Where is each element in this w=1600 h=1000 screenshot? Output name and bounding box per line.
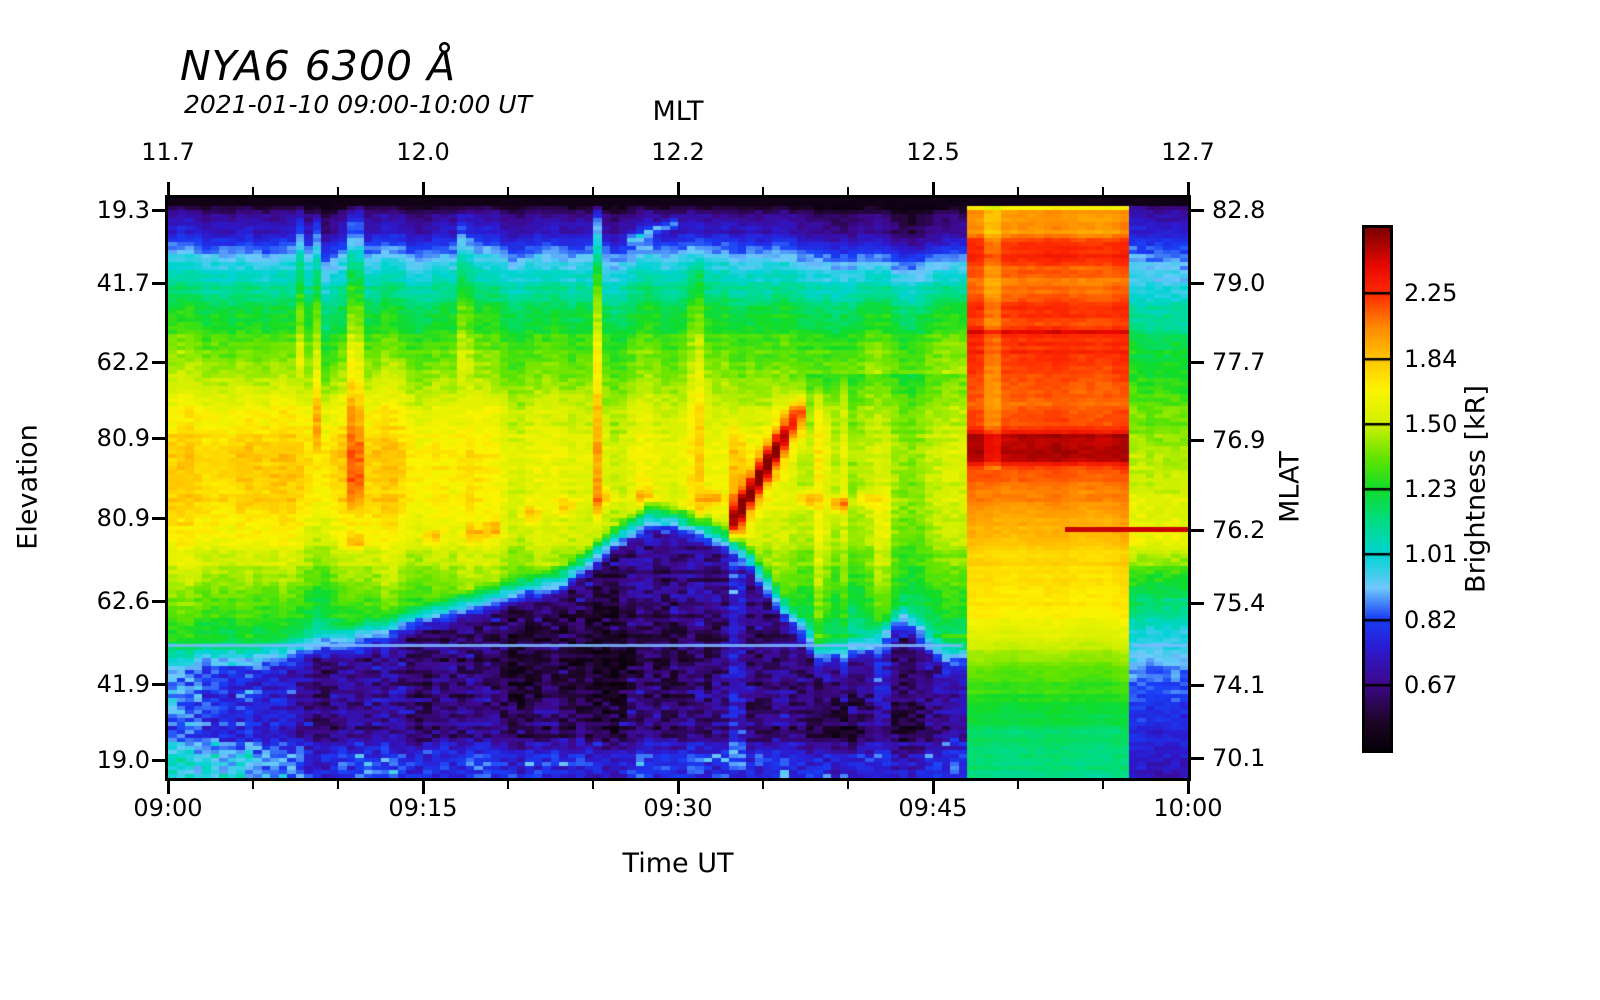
- right-tick-label: 76.2: [1212, 516, 1266, 544]
- colorbar-tick-label: 1.23: [1404, 475, 1458, 503]
- plot-title: NYA6 6300 Å: [180, 42, 457, 90]
- plot-subtitle: 2021-01-10 09:00-10:00 UT: [184, 90, 532, 119]
- colorbar-tick-label: 1.01: [1404, 540, 1458, 569]
- axis-tick-major: [152, 436, 165, 440]
- plot-frame: [165, 195, 1191, 781]
- axis-tick-major: [1191, 438, 1204, 442]
- bottom-tick-label: 10:00: [1153, 794, 1223, 822]
- top-tick-label: 12.0: [396, 138, 450, 166]
- axis-tick-major: [152, 682, 165, 686]
- axis-tick-minor: [337, 187, 340, 195]
- axis-tick-major: [1191, 208, 1204, 212]
- axis-tick-minor: [847, 187, 850, 195]
- axis-tick-major: [152, 360, 165, 364]
- axis-tick-minor: [337, 781, 340, 789]
- top-axis-title: MLT: [652, 96, 704, 127]
- axis-tick-minor: [251, 187, 254, 195]
- axis-tick-major: [1191, 360, 1204, 364]
- colorbar-gradient: [1365, 228, 1390, 750]
- axis-tick-major: [931, 182, 935, 195]
- axis-tick-major: [676, 781, 680, 794]
- top-tick-label: 12.5: [906, 138, 960, 166]
- axis-tick-minor: [506, 781, 509, 789]
- axis-tick-major: [1191, 281, 1204, 285]
- axis-tick-minor: [251, 781, 254, 789]
- right-tick-label: 76.9: [1212, 426, 1266, 454]
- axis-tick-minor: [592, 187, 595, 195]
- right-tick-label: 75.4: [1212, 589, 1266, 617]
- left-tick-label: 80.9: [96, 504, 150, 532]
- left-tick-label: 41.7: [96, 269, 150, 297]
- axis-tick-major: [166, 182, 170, 195]
- colorbar-tick-label: 0.82: [1404, 605, 1458, 634]
- axis-tick-major: [1186, 781, 1190, 794]
- right-tick-label: 70.1: [1212, 744, 1266, 772]
- top-tick-label: 12.7: [1161, 138, 1215, 166]
- axis-tick-major: [152, 281, 165, 285]
- colorbar-tick-label: 1.84: [1404, 344, 1458, 373]
- left-tick-label: 19.3: [96, 196, 150, 224]
- bottom-axis-title: Time UT: [622, 848, 734, 879]
- colorbar-frame: [1362, 225, 1393, 753]
- axis-tick-major: [1186, 182, 1190, 195]
- left-axis-title: Elevation: [12, 424, 44, 550]
- top-tick-label: 12.2: [651, 138, 705, 166]
- axis-tick-major: [931, 781, 935, 794]
- axis-tick-minor: [761, 781, 764, 789]
- axis-tick-major: [676, 182, 680, 195]
- left-tick-label: 62.2: [96, 348, 150, 376]
- keogram-heatmap: [168, 198, 1188, 778]
- axis-tick-minor: [1016, 781, 1019, 789]
- axis-tick-minor: [761, 187, 764, 195]
- axis-tick-minor: [847, 781, 850, 789]
- axis-tick-major: [1191, 683, 1204, 687]
- axis-tick-major: [152, 208, 165, 212]
- bottom-tick-label: 09:30: [643, 794, 713, 822]
- colorbar-title: Brightness [kR]: [1460, 385, 1492, 593]
- colorbar-tick-label: 2.25: [1404, 279, 1458, 308]
- axis-tick-minor: [1102, 781, 1105, 789]
- axis-tick-minor: [506, 187, 509, 195]
- axis-tick-major: [152, 516, 165, 520]
- axis-tick-minor: [1016, 187, 1019, 195]
- axis-tick-minor: [592, 781, 595, 789]
- left-tick-label: 19.0: [96, 746, 150, 774]
- right-axis-title: MLAT: [1274, 451, 1306, 523]
- axis-tick-major: [1191, 528, 1204, 532]
- right-tick-label: 77.7: [1212, 348, 1266, 376]
- axis-tick-major: [152, 599, 165, 603]
- axis-tick-major: [421, 781, 425, 794]
- axis-tick-major: [166, 781, 170, 794]
- left-tick-label: 80.9: [96, 424, 150, 452]
- axis-tick-major: [421, 182, 425, 195]
- top-tick-label: 11.7: [141, 138, 195, 166]
- left-tick-label: 62.6: [96, 587, 150, 615]
- axis-tick-major: [152, 758, 165, 762]
- bottom-tick-label: 09:45: [898, 794, 968, 822]
- axis-tick-major: [1191, 601, 1204, 605]
- right-tick-label: 82.8: [1212, 196, 1266, 224]
- right-tick-label: 74.1: [1212, 671, 1266, 699]
- colorbar-tick-label: 0.67: [1404, 670, 1458, 699]
- bottom-tick-label: 09:00: [133, 794, 203, 822]
- axis-tick-minor: [1102, 187, 1105, 195]
- right-tick-label: 79.0: [1212, 269, 1266, 297]
- colorbar-tick-label: 1.50: [1404, 409, 1458, 438]
- bottom-tick-label: 09:15: [388, 794, 458, 822]
- axis-tick-major: [1191, 756, 1204, 760]
- left-tick-label: 41.9: [96, 670, 150, 698]
